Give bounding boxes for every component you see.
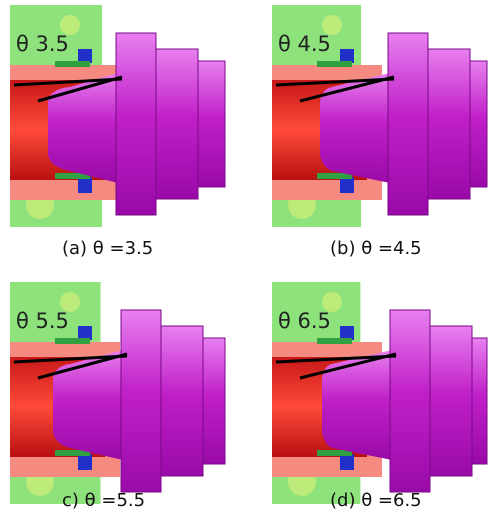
end [203, 338, 225, 464]
caption: c) θ =5.5 [62, 490, 145, 511]
blue-block [78, 326, 92, 340]
green-ring [317, 61, 352, 67]
green-ring [55, 61, 90, 67]
caption: (a) θ =3.5 [62, 238, 153, 259]
overlay-label: θ 6.5 [278, 309, 331, 333]
blue-block [340, 177, 354, 193]
flange [116, 33, 156, 215]
green-ring [55, 338, 90, 344]
body [430, 326, 472, 476]
cone [53, 350, 123, 460]
figure: θ 3.5 (a) θ =3.5 θ 4.5 (b) θ =4.5 θ 5.5 c) θ … [0, 0, 490, 518]
caption: (b) θ =4.5 [330, 238, 422, 259]
caption: (d) θ =6.5 [330, 490, 422, 511]
panel: θ 5.5 [10, 282, 225, 504]
overlay-label: θ 5.5 [16, 309, 69, 333]
body [161, 326, 203, 476]
panel: θ 4.5 [272, 5, 487, 227]
end [472, 338, 487, 464]
panel: θ 6.5 [272, 282, 487, 504]
blue-block [340, 326, 354, 340]
panels: θ 3.5 (a) θ =3.5 θ 4.5 (b) θ =4.5 θ 5.5 c) θ … [10, 5, 487, 511]
blue-block [340, 49, 354, 63]
green-ring [317, 338, 352, 344]
flange [121, 310, 161, 492]
end [198, 61, 225, 187]
body [156, 49, 198, 199]
blue-block [78, 177, 92, 193]
cone [322, 350, 392, 460]
panel: θ 3.5 [10, 5, 225, 227]
flange [390, 310, 430, 492]
flange [388, 33, 428, 215]
overlay-label: θ 3.5 [16, 32, 69, 56]
blue-block [78, 454, 92, 470]
blue-block [340, 454, 354, 470]
end [470, 61, 487, 187]
overlay-label: θ 4.5 [278, 32, 331, 56]
body [428, 49, 470, 199]
blue-block [78, 49, 92, 63]
cone [320, 73, 390, 183]
